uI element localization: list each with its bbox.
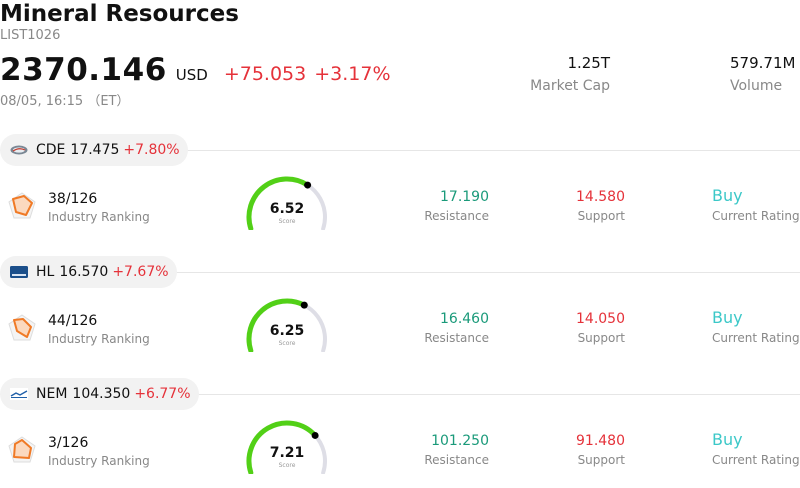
rating-value[interactable]: Buy: [712, 430, 743, 449]
score-label: Score: [278, 218, 296, 225]
score-label: Score: [278, 462, 296, 469]
stock-pill[interactable]: CDE 17.475 +7.80%: [0, 134, 188, 166]
industry-ranking-label: Industry Ranking: [48, 210, 150, 224]
resistance: 16.460 Resistance: [424, 310, 489, 345]
industry-ranking-value: 3/126: [48, 435, 89, 451]
score-gauge: [246, 176, 327, 230]
resistance: 101.250 Resistance: [424, 432, 489, 467]
stock-symbol: NEM: [36, 386, 68, 402]
cde-logo-icon: [10, 144, 28, 156]
score-value: 6.52: [269, 201, 305, 217]
gauge-fill: [246, 176, 311, 230]
market-cap-stat: 1.25T Market Cap: [530, 53, 610, 95]
resistance-value: 17.190: [440, 189, 489, 205]
industry-ranking: 38/126 Industry Ranking: [48, 190, 150, 224]
stock-price: 16.570: [59, 264, 109, 280]
page-title: Mineral Resources: [0, 1, 239, 27]
gauge-marker: [300, 301, 308, 309]
price-change-percent: +3.17%: [314, 63, 391, 85]
market-cap-value: 1.25T: [567, 54, 610, 72]
gauge-marker: [311, 431, 319, 439]
support: 14.580 Support: [576, 188, 625, 223]
support-value: 14.050: [576, 311, 625, 327]
support-value: 91.480: [576, 433, 625, 449]
industry-ranking-label: Industry Ranking: [48, 454, 150, 468]
support-label: Support: [577, 453, 625, 467]
support-label: Support: [577, 331, 625, 345]
currency-label: USD: [175, 66, 208, 84]
volume-value: 579.71M: [730, 54, 796, 72]
price-row: 2370.146 USD +75.053 +3.17%: [0, 52, 391, 88]
nem-logo-icon: [10, 388, 28, 400]
support-value: 14.580: [576, 189, 625, 205]
rating-value[interactable]: Buy: [712, 308, 743, 327]
quote-datetime: 08/05, 16:15 （ET）: [0, 94, 130, 109]
section-divider: [0, 272, 800, 273]
index-code: LIST1026: [0, 28, 61, 43]
rating-value[interactable]: Buy: [712, 186, 743, 205]
resistance-value: 101.250: [431, 433, 489, 449]
stock-symbol: CDE: [36, 142, 66, 158]
score-value: 6.25: [269, 323, 305, 339]
support: 14.050 Support: [576, 310, 625, 345]
rating-label: Current Rating: [712, 331, 800, 345]
support: 91.480 Support: [576, 432, 625, 467]
section-divider: [0, 394, 800, 395]
stock-symbol: HL: [36, 264, 55, 280]
rating-label: Current Rating: [712, 209, 800, 223]
stock-change-percent: +7.80%: [123, 142, 180, 158]
score-gauge: [246, 298, 327, 352]
gauge-fill: [246, 420, 318, 474]
current-rating: Buy Current Rating: [712, 308, 800, 345]
volume-label: Volume: [730, 78, 783, 94]
stock-card: HL 16.570 +7.67% 44/126 Industry Ranking…: [0, 256, 800, 366]
stock-card: NEM 104.350 +6.77% 3/126 Industry Rankin…: [0, 378, 800, 488]
score-value: 7.21: [269, 445, 305, 461]
stock-pill[interactable]: NEM 104.350 +6.77%: [0, 378, 199, 410]
industry-ranking-value: 38/126: [48, 191, 98, 207]
stock-price: 17.475: [70, 142, 120, 158]
stock-change-percent: +6.77%: [134, 386, 191, 402]
radar-chart-icon: [8, 192, 36, 219]
stock-price: 104.350: [72, 386, 131, 402]
industry-ranking: 44/126 Industry Ranking: [48, 312, 150, 346]
gauge-fill: [246, 298, 307, 352]
support-label: Support: [577, 209, 625, 223]
current-rating: Buy Current Rating: [712, 430, 800, 467]
stock-card: CDE 17.475 +7.80% 38/126 Industry Rankin…: [0, 134, 800, 244]
gauge-marker: [304, 181, 312, 189]
industry-ranking-label: Industry Ranking: [48, 332, 150, 346]
rating-label: Current Rating: [712, 453, 800, 467]
volume-stat: 579.71M Volume: [730, 53, 795, 95]
price-change: +75.053: [223, 63, 307, 85]
market-cap-label: Market Cap: [530, 78, 610, 94]
section-divider: [0, 150, 800, 151]
industry-ranking-value: 44/126: [48, 313, 98, 329]
index-price: 2370.146: [0, 52, 167, 88]
hl-logo-icon: [10, 266, 28, 278]
resistance-label: Resistance: [424, 209, 489, 223]
score-gauge: [246, 420, 327, 474]
score-label: Score: [278, 340, 296, 347]
stock-change-percent: +7.67%: [112, 264, 169, 280]
industry-ranking: 3/126 Industry Ranking: [48, 434, 150, 468]
radar-chart-icon: [8, 314, 36, 341]
radar-chart-icon: [8, 436, 36, 463]
stock-pill[interactable]: HL 16.570 +7.67%: [0, 256, 177, 288]
resistance-label: Resistance: [424, 453, 489, 467]
resistance: 17.190 Resistance: [424, 188, 489, 223]
resistance-value: 16.460: [440, 311, 489, 327]
resistance-label: Resistance: [424, 331, 489, 345]
current-rating: Buy Current Rating: [712, 186, 800, 223]
